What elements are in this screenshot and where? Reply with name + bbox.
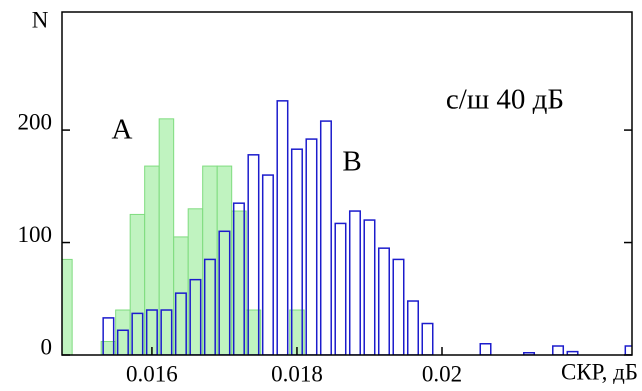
histogram-bar [62, 258, 73, 355]
y-tick-label: 100 [18, 222, 53, 247]
histogram-bar [290, 148, 303, 355]
histogram-bar [479, 343, 492, 355]
histogram-bar [174, 292, 187, 355]
histogram-bar [363, 219, 376, 355]
histogram-bar [523, 352, 536, 355]
annotation: A [112, 114, 133, 146]
plot-area [62, 100, 632, 355]
histogram-bar [247, 154, 260, 355]
histogram-bar [131, 312, 144, 355]
histogram-bar [203, 258, 216, 355]
histogram-bar [406, 300, 419, 355]
histogram-bar [319, 120, 332, 355]
histogram-bar [348, 210, 361, 355]
y-tick-label: 0 [41, 334, 53, 359]
histogram-bar [334, 222, 347, 355]
histogram-bar [624, 345, 632, 355]
histogram-bar [377, 247, 390, 355]
histogram-bar [261, 174, 274, 355]
histogram-bar [189, 278, 202, 355]
histogram-bar [231, 210, 247, 355]
y-axis-label: N [32, 7, 49, 32]
histogram-bar [392, 258, 405, 355]
histogram-bar [421, 322, 434, 355]
histogram-bar [232, 202, 245, 355]
x-tick-label: 0.018 [271, 361, 323, 386]
histogram-bar [305, 138, 318, 355]
annotation: B [342, 146, 361, 178]
histogram-bar [552, 345, 565, 355]
histogram-bar [276, 100, 289, 355]
plot-frame [61, 11, 633, 356]
x-tick-label: 0.02 [422, 361, 462, 386]
y-tick-label: 200 [18, 109, 53, 134]
annotation: с/ш 40 дБ [446, 84, 564, 116]
x-tick-label: 0.016 [126, 361, 178, 386]
x-axis-label: СКР, дБ [561, 359, 638, 384]
